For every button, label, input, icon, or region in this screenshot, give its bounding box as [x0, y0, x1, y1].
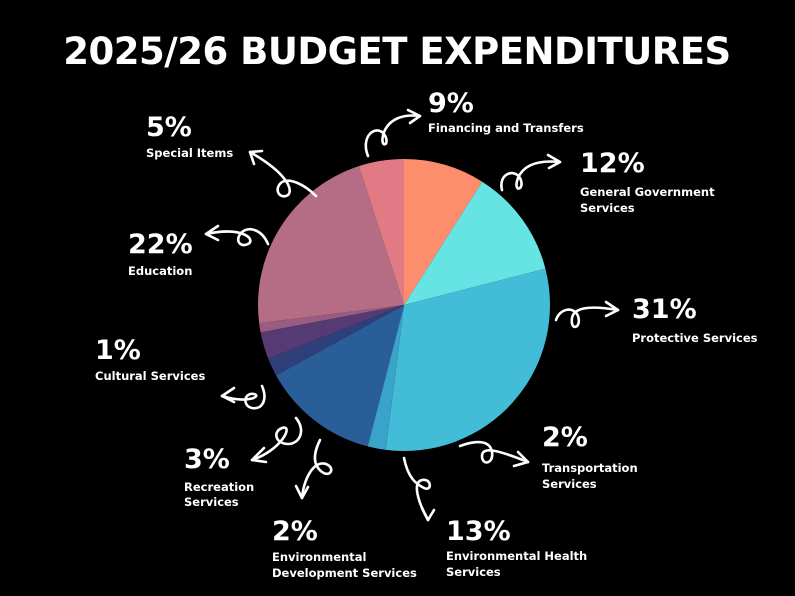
slice-education — [257, 166, 404, 324]
category-label-transportation-services: Transportation Services — [542, 461, 638, 491]
percent-label-protective-services: 31% — [632, 294, 697, 325]
arrow-environmental-health — [402, 456, 436, 522]
category-label-protective-services: Protective Services — [632, 331, 758, 345]
percent-label-environmental-health-services: 13% — [446, 516, 511, 547]
percent-label-education: 22% — [128, 229, 193, 260]
category-label-environmental-health-services: Environmental Health Services — [446, 549, 587, 579]
pie-slices — [257, 159, 550, 452]
slice-general-government-services — [404, 181, 546, 305]
slice-labels: 9% Financing and Transfers 12% General Gove… — [95, 88, 758, 580]
slice-financing-and-transfers — [404, 159, 483, 305]
percent-label-environmental-development-services: 2% — [272, 516, 318, 547]
category-label-general-government-services: General Government Services — [580, 185, 715, 215]
slice-recreation-services — [260, 305, 404, 359]
arrow-environmental-development — [294, 438, 333, 500]
arrow-general-government — [500, 153, 562, 192]
category-label-cultural-services: Cultural Services — [95, 369, 205, 383]
arrow-recreation — [250, 416, 303, 464]
arrow-protective — [554, 300, 620, 329]
percent-label-recreation-services: 3% — [184, 444, 230, 475]
percent-label-financing-and-transfers: 9% — [428, 88, 474, 119]
arrow-education — [204, 224, 270, 247]
percent-label-cultural-services: 1% — [95, 335, 141, 366]
percent-label-transportation-services: 2% — [542, 422, 588, 453]
slice-transportation-services — [367, 305, 404, 450]
category-label-education: Education — [128, 264, 192, 278]
slice-environmental-development-services — [268, 305, 404, 376]
category-label-environmental-development-services: Environmental Development Services — [272, 550, 417, 580]
arrow-transportation — [458, 440, 530, 468]
chart-title: 2025/26 BUDGET EXPENDITURES — [63, 30, 730, 73]
category-label-recreation-services: Recreation Services — [184, 480, 254, 509]
arrow-special-items — [248, 149, 318, 198]
percent-label-special-items: 5% — [146, 112, 192, 143]
slice-environmental-health-services — [276, 305, 404, 447]
arrow-financing — [364, 108, 422, 158]
slice-special-items — [358, 159, 404, 305]
category-label-financing-and-transfers: Financing and Transfers — [428, 121, 584, 135]
percent-label-general-government-services: 12% — [580, 148, 645, 179]
arrow-cultural — [220, 384, 266, 410]
slice-protective-services — [385, 268, 550, 452]
category-label-special-items: Special Items — [146, 146, 233, 160]
slice-cultural-services — [259, 305, 404, 333]
annotation-arrows — [204, 108, 620, 522]
